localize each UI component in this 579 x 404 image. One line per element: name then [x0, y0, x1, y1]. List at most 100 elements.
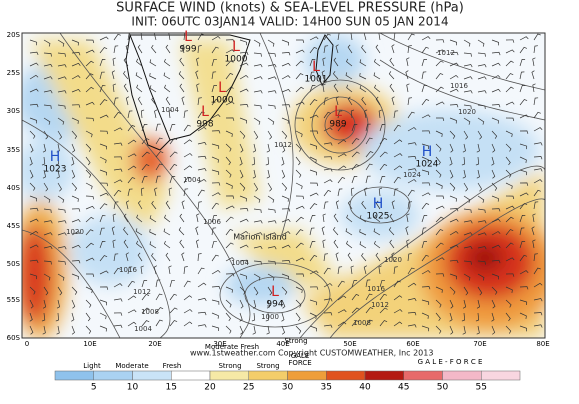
barb [476, 299, 481, 309]
barb [323, 189, 332, 197]
barb [113, 253, 119, 262]
barb [393, 280, 401, 288]
barb [505, 195, 515, 200]
isobar-label: 1020 [384, 256, 402, 264]
barb [505, 312, 511, 322]
barb [135, 228, 143, 236]
barb [373, 72, 381, 80]
barb [253, 260, 262, 265]
barb [491, 88, 501, 93]
barb [436, 195, 445, 199]
wind-class: Fresh [163, 362, 182, 370]
barb [365, 319, 373, 327]
barb [393, 124, 401, 132]
barb [323, 156, 333, 160]
isobar-label: 1000 [261, 313, 279, 321]
barb [211, 35, 221, 41]
barb [333, 239, 339, 249]
barb [476, 325, 480, 335]
barb [323, 111, 332, 119]
barb [346, 214, 353, 223]
barb [123, 213, 129, 223]
barb [197, 178, 207, 184]
barb [533, 97, 539, 106]
barb [375, 200, 381, 210]
barb [505, 242, 514, 249]
barb [435, 130, 443, 138]
barb [435, 156, 441, 166]
barb [435, 216, 444, 223]
barb [519, 325, 527, 332]
barb [435, 143, 442, 152]
barb [169, 151, 178, 158]
barb [29, 218, 39, 223]
barb [197, 201, 202, 210]
barb [253, 273, 261, 281]
barb [407, 312, 417, 316]
barb [155, 279, 161, 288]
colorbar-label: 15 [166, 383, 177, 393]
barb [365, 279, 371, 288]
barb [532, 239, 536, 249]
isobar-label: 1012 [371, 301, 389, 309]
barb [365, 163, 373, 171]
isobar-label: 1008 [141, 308, 159, 316]
barb [333, 213, 339, 223]
barb [42, 299, 47, 309]
barb [295, 257, 305, 262]
barb [505, 73, 514, 80]
barb [406, 83, 410, 93]
barb [449, 195, 457, 202]
barb [363, 265, 367, 275]
barb [295, 195, 305, 200]
barb [225, 143, 232, 152]
colorbar-label: 55 [476, 383, 487, 393]
barb [225, 286, 233, 293]
barb [449, 244, 459, 249]
barb [407, 168, 417, 172]
barb [505, 169, 512, 178]
barb [388, 71, 395, 80]
barb [477, 130, 483, 140]
barb [407, 156, 417, 160]
barb [225, 39, 235, 43]
isobar-label: 1004 [161, 106, 179, 114]
barb [449, 74, 459, 80]
colorbar-segment [54, 370, 94, 381]
barb [43, 232, 53, 236]
barb [239, 286, 246, 295]
barb [295, 216, 304, 223]
barb [99, 47, 108, 54]
barb [462, 169, 466, 179]
lat-label: 60S [7, 334, 21, 342]
barb [281, 244, 291, 249]
barb [295, 60, 304, 67]
barb [43, 273, 51, 281]
barb [136, 240, 143, 249]
barb [155, 123, 161, 132]
barb [253, 130, 259, 140]
barb [113, 324, 123, 329]
barb [533, 282, 543, 288]
barb [112, 239, 116, 249]
barb [127, 309, 137, 314]
place-label: Marion Island [233, 233, 287, 242]
barb [267, 208, 276, 214]
colorbar-segment [364, 370, 404, 381]
barb [99, 182, 109, 187]
barb [531, 226, 535, 236]
barb [29, 299, 34, 309]
barb [393, 321, 403, 327]
system-value: 1024 [416, 160, 439, 170]
barb [211, 269, 221, 275]
barb [406, 239, 410, 249]
barb [346, 240, 353, 249]
barb [351, 151, 360, 158]
barb [225, 325, 232, 334]
barb [421, 270, 431, 275]
barb [309, 325, 317, 332]
barb [56, 143, 60, 153]
barb [99, 143, 107, 150]
barb [323, 179, 333, 184]
barb [435, 86, 444, 93]
